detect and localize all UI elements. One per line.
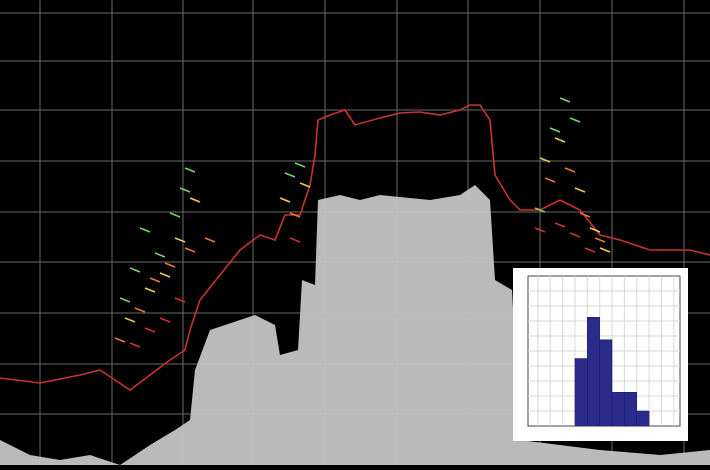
scatter-dash — [149, 277, 161, 283]
scatter-dash — [554, 222, 566, 228]
scatter-dash — [129, 267, 141, 273]
histogram-bar — [574, 358, 588, 427]
scatter-dash — [574, 187, 586, 193]
scatter-dash — [294, 162, 306, 168]
scatter-dash — [174, 237, 186, 243]
scatter-dash — [184, 247, 196, 253]
scatter-dash — [119, 297, 131, 303]
scatter-dash — [124, 317, 136, 323]
line — [0, 104, 710, 391]
scatter-dash — [289, 237, 301, 243]
scatter-dash — [584, 247, 596, 253]
scatter-dash — [549, 127, 561, 133]
scatter-dash — [589, 227, 601, 233]
scatter-dash — [134, 307, 146, 313]
histogram-bar — [624, 392, 637, 427]
scatter-dash — [554, 137, 566, 143]
scatter-dash — [534, 227, 546, 233]
scatter-dash — [569, 232, 581, 238]
scatter-dash — [114, 337, 126, 343]
scatter-dash — [184, 167, 196, 173]
scatter-dash — [534, 207, 546, 213]
scatter-dash — [159, 272, 171, 278]
scatter-dash — [579, 212, 591, 218]
scatter-dash — [559, 97, 571, 103]
scatter-dash — [284, 172, 296, 178]
scatter-dash — [159, 317, 171, 323]
scatter-dash — [279, 197, 291, 203]
scatter-dash — [204, 237, 216, 243]
area — [0, 185, 710, 465]
scatter-dash — [539, 157, 551, 163]
scatter-dash — [289, 212, 301, 218]
scatter-dash — [154, 252, 166, 258]
scatter-dash — [599, 247, 611, 253]
scatter-dash — [544, 177, 556, 183]
scatter-dash — [144, 287, 156, 293]
scatter-dash — [174, 297, 186, 303]
histogram-bar — [599, 339, 613, 427]
scatter-dash — [189, 197, 201, 203]
scatter-dash — [169, 212, 181, 218]
histogram-bar — [611, 392, 625, 427]
histogram-bar — [636, 410, 650, 427]
scatter-dash — [164, 262, 176, 268]
scatter-dash — [129, 342, 141, 348]
scatter-dash — [569, 117, 581, 123]
scatter-dash — [564, 167, 576, 173]
scatter-dash — [179, 187, 191, 193]
scatter-dash — [144, 327, 156, 333]
inset-plot — [528, 276, 680, 427]
histogram-bar — [587, 317, 600, 427]
scatter-dash — [594, 237, 606, 243]
scatter-dash — [139, 227, 151, 233]
scatter-dash — [299, 182, 311, 188]
